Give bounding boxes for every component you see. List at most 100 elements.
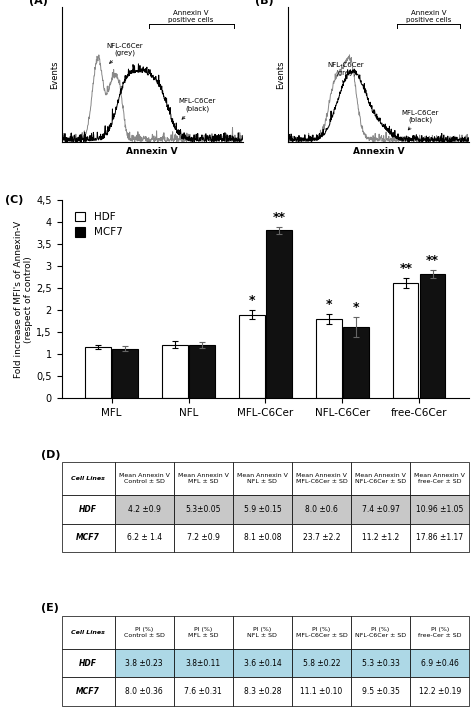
Text: **: ** bbox=[399, 262, 412, 275]
Text: 5.9 ±0.15: 5.9 ±0.15 bbox=[244, 505, 281, 514]
Bar bbox=[233, 462, 292, 495]
Text: 5.8 ±0.22: 5.8 ±0.22 bbox=[303, 659, 340, 667]
Bar bbox=[62, 615, 115, 649]
Text: Mean Annexin V
free-Cer ± SD: Mean Annexin V free-Cer ± SD bbox=[414, 473, 465, 484]
Text: *: * bbox=[249, 294, 255, 307]
Text: PI (%)
MFL ± SD: PI (%) MFL ± SD bbox=[188, 627, 219, 637]
Bar bbox=[173, 462, 233, 495]
X-axis label: Annexin V: Annexin V bbox=[353, 148, 404, 156]
Bar bbox=[292, 649, 351, 677]
Text: MCF7: MCF7 bbox=[76, 533, 100, 543]
Text: Mean Annexin V
MFL-C6Cer ± SD: Mean Annexin V MFL-C6Cer ± SD bbox=[296, 473, 347, 484]
Text: (C): (C) bbox=[5, 195, 23, 205]
Text: 17.86 ±1.17: 17.86 ±1.17 bbox=[416, 533, 463, 543]
Bar bbox=[351, 649, 410, 677]
Text: 11.1 ±0.10: 11.1 ±0.10 bbox=[301, 687, 343, 696]
Bar bbox=[115, 495, 173, 523]
Bar bbox=[410, 495, 469, 523]
Bar bbox=[115, 462, 173, 495]
Bar bbox=[292, 495, 351, 523]
Bar bbox=[62, 677, 115, 706]
Text: 7.4 ±0.97: 7.4 ±0.97 bbox=[362, 505, 400, 514]
Bar bbox=[351, 462, 410, 495]
Bar bbox=[292, 615, 351, 649]
Text: 5.3 ±0.33: 5.3 ±0.33 bbox=[362, 659, 400, 667]
Text: PI (%)
NFL ± SD: PI (%) NFL ± SD bbox=[247, 627, 277, 637]
Text: 7.2 ±0.9: 7.2 ±0.9 bbox=[187, 533, 220, 543]
Text: 23.7 ±2.2: 23.7 ±2.2 bbox=[303, 533, 340, 543]
Bar bbox=[115, 615, 173, 649]
Text: 4.2 ±0.9: 4.2 ±0.9 bbox=[128, 505, 161, 514]
Bar bbox=[316, 319, 342, 399]
X-axis label: Annexin V: Annexin V bbox=[127, 148, 178, 156]
Bar bbox=[62, 462, 115, 495]
Bar bbox=[115, 677, 173, 706]
Text: *: * bbox=[353, 302, 359, 314]
Text: 8.0 ±0.36: 8.0 ±0.36 bbox=[125, 687, 163, 696]
Bar bbox=[163, 344, 188, 399]
Bar bbox=[173, 495, 233, 523]
Text: NFL-C6Cer
(grey): NFL-C6Cer (grey) bbox=[328, 62, 365, 83]
Text: 6.9 ±0.46: 6.9 ±0.46 bbox=[421, 659, 459, 667]
Text: MFL-C6Cer
(black): MFL-C6Cer (black) bbox=[179, 98, 216, 119]
Bar bbox=[62, 495, 115, 523]
Bar bbox=[115, 649, 173, 677]
Legend: HDF, MCF7: HDF, MCF7 bbox=[71, 207, 127, 242]
Bar bbox=[351, 523, 410, 552]
Text: Annexin V
positive cells: Annexin V positive cells bbox=[168, 10, 214, 23]
Text: 12.2 ±0.19: 12.2 ±0.19 bbox=[419, 687, 461, 696]
Bar bbox=[233, 523, 292, 552]
Bar bbox=[410, 523, 469, 552]
Text: HDF: HDF bbox=[79, 505, 97, 514]
Text: (E): (E) bbox=[41, 603, 59, 613]
Y-axis label: Events: Events bbox=[50, 60, 59, 88]
Bar bbox=[173, 649, 233, 677]
Bar bbox=[292, 462, 351, 495]
Bar bbox=[233, 677, 292, 706]
Text: 10.96 ±1.05: 10.96 ±1.05 bbox=[416, 505, 464, 514]
Bar bbox=[343, 327, 368, 399]
Text: 7.6 ±0.31: 7.6 ±0.31 bbox=[184, 687, 222, 696]
Bar bbox=[410, 462, 469, 495]
Text: *: * bbox=[326, 298, 332, 311]
Text: 3.8±0.11: 3.8±0.11 bbox=[186, 659, 221, 667]
Bar bbox=[173, 677, 233, 706]
Bar bbox=[351, 615, 410, 649]
Bar bbox=[266, 230, 292, 399]
Text: PI (%)
NFL-C6Cer ± SD: PI (%) NFL-C6Cer ± SD bbox=[355, 627, 406, 637]
Text: 8.0 ±0.6: 8.0 ±0.6 bbox=[305, 505, 338, 514]
Text: **: ** bbox=[273, 211, 285, 224]
Text: PI (%)
free-Cer ± SD: PI (%) free-Cer ± SD bbox=[418, 627, 462, 637]
Bar bbox=[233, 615, 292, 649]
Text: 3.6 ±0.14: 3.6 ±0.14 bbox=[244, 659, 281, 667]
Y-axis label: Events: Events bbox=[276, 60, 285, 88]
Bar bbox=[173, 615, 233, 649]
Text: Mean Annexin V
NFL-C6Cer ± SD: Mean Annexin V NFL-C6Cer ± SD bbox=[355, 473, 406, 484]
Bar bbox=[393, 283, 419, 399]
Bar bbox=[239, 315, 264, 399]
Text: Mean Annexin V
Control ± SD: Mean Annexin V Control ± SD bbox=[118, 473, 170, 484]
Bar bbox=[233, 495, 292, 523]
Text: HDF: HDF bbox=[79, 659, 97, 667]
Text: **: ** bbox=[426, 255, 439, 267]
Text: NFL-C6Cer
(grey): NFL-C6Cer (grey) bbox=[107, 43, 143, 63]
Text: PI (%)
MFL-C6Cer ± SD: PI (%) MFL-C6Cer ± SD bbox=[296, 627, 347, 637]
Bar bbox=[292, 677, 351, 706]
Bar bbox=[351, 677, 410, 706]
Text: MCF7: MCF7 bbox=[76, 687, 100, 696]
Text: Annexin V
positive cells: Annexin V positive cells bbox=[406, 10, 451, 23]
Bar bbox=[115, 523, 173, 552]
Bar bbox=[351, 495, 410, 523]
Text: (B): (B) bbox=[255, 0, 274, 6]
Text: 6.2 ± 1.4: 6.2 ± 1.4 bbox=[127, 533, 162, 543]
Text: 8.3 ±0.28: 8.3 ±0.28 bbox=[244, 687, 281, 696]
Text: 5.3±0.05: 5.3±0.05 bbox=[185, 505, 221, 514]
Text: 8.1 ±0.08: 8.1 ±0.08 bbox=[244, 533, 281, 543]
Bar bbox=[410, 649, 469, 677]
Text: Mean Annexin V
NFL ± SD: Mean Annexin V NFL ± SD bbox=[237, 473, 288, 484]
Y-axis label: Fold increase of MFI's of Annexin-V
(respect of control): Fold increase of MFI's of Annexin-V (res… bbox=[14, 221, 34, 378]
Bar bbox=[85, 347, 111, 399]
Text: MFL-C6Cer
(black): MFL-C6Cer (black) bbox=[401, 110, 439, 130]
Text: (D): (D) bbox=[41, 449, 61, 459]
Bar bbox=[112, 349, 138, 399]
